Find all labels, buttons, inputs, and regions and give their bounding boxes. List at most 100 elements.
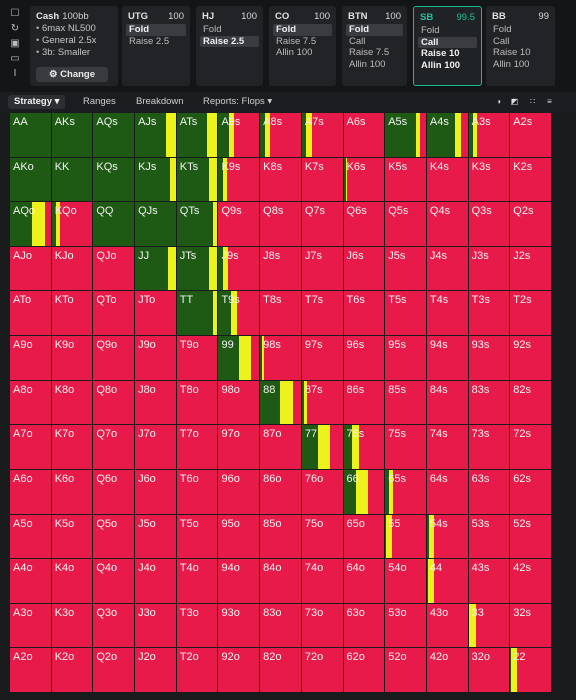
hand-cell[interactable]: 43o	[426, 603, 469, 649]
hand-cell[interactable]: T6s	[343, 291, 386, 337]
hand-cell[interactable]: A2s	[510, 113, 552, 158]
hand-cell[interactable]: QJs	[135, 202, 177, 247]
hand-cell[interactable]: JJ	[135, 246, 177, 292]
hand-cell[interactable]: T8s	[260, 291, 302, 337]
bookmark-icon[interactable]: ☐	[10, 8, 20, 19]
hand-cell[interactable]: 92o	[218, 648, 261, 693]
position-panel-hj[interactable]: HJ 100 Fold Raise 2.5	[196, 6, 263, 86]
hand-cell[interactable]: 87o	[260, 425, 302, 470]
hand-cell[interactable]: 75o	[301, 514, 344, 560]
hand-cell[interactable]: A4o	[10, 559, 52, 604]
hand-cell[interactable]: 22	[510, 648, 552, 693]
hand-cell[interactable]: T3o	[176, 603, 219, 649]
action-option[interactable]: Fold	[421, 25, 440, 36]
hand-cell[interactable]: 98o	[218, 380, 261, 426]
hand-cell[interactable]: 85o	[260, 514, 302, 560]
hand-cell[interactable]: K7s	[301, 157, 344, 203]
action-option[interactable]: Raise 10	[421, 48, 460, 59]
hand-cell[interactable]: T9s	[218, 291, 261, 337]
hand-cell[interactable]: Q8o	[93, 380, 136, 426]
square-split-icon[interactable]: ◩	[510, 97, 519, 106]
hand-cell[interactable]: 62s	[510, 469, 552, 515]
list-icon[interactable]: ≡	[547, 97, 552, 106]
hand-cell[interactable]: 53o	[385, 603, 427, 649]
hand-cell[interactable]: J5s	[385, 246, 427, 292]
hand-cell[interactable]: T4o	[176, 559, 219, 604]
hand-cell[interactable]: AJs	[135, 113, 177, 158]
hand-cell[interactable]: 88	[260, 380, 302, 426]
hand-cell[interactable]: TT	[176, 291, 219, 337]
hand-cell[interactable]: Q3o	[93, 603, 136, 649]
hand-cell[interactable]: A9s	[218, 113, 261, 158]
hand-cell[interactable]: 97o	[218, 425, 261, 470]
hand-cell[interactable]: Q6s	[343, 202, 386, 247]
hand-cell[interactable]: A5o	[10, 514, 52, 560]
hand-cell[interactable]: 33	[468, 603, 511, 649]
hand-cell[interactable]: Q9s	[218, 202, 261, 247]
hand-cell[interactable]: KK	[51, 157, 94, 203]
hand-cell[interactable]: 72o	[301, 648, 344, 693]
hand-cell[interactable]: J8o	[135, 380, 177, 426]
action-option[interactable]: Raise 7.5	[276, 35, 317, 47]
hand-cell[interactable]: 82o	[260, 648, 302, 693]
hand-cell[interactable]: K5s	[385, 157, 427, 203]
action-option[interactable]: Allin 100	[493, 58, 530, 70]
hand-cell[interactable]: K7o	[51, 425, 94, 470]
hand-cell[interactable]: T3s	[468, 291, 511, 337]
hand-cell[interactable]: 63o	[343, 603, 386, 649]
tab-ranges[interactable]: Ranges	[83, 96, 116, 107]
hand-cell[interactable]: 52o	[385, 648, 427, 693]
hand-cell[interactable]: T5o	[176, 514, 219, 560]
hand-cell[interactable]: 73s	[468, 425, 511, 470]
refresh-icon[interactable]: ↻	[10, 23, 20, 34]
hand-cell[interactable]: 83s	[468, 380, 511, 426]
hand-cell[interactable]: AKs	[51, 113, 94, 158]
hand-cell[interactable]: J2o	[135, 648, 177, 693]
action-option[interactable]: Allin 100	[421, 59, 461, 71]
hand-cell[interactable]: QTs	[176, 202, 219, 247]
hand-cell[interactable]: T5s	[385, 291, 427, 337]
monitor-icon[interactable]: ▭	[10, 53, 20, 64]
hand-cell[interactable]: 62o	[343, 648, 386, 693]
hand-cell[interactable]: QJo	[93, 246, 136, 292]
change-button[interactable]: ⚙ Change	[36, 67, 108, 82]
hand-cell[interactable]: 86o	[260, 469, 302, 515]
hand-cell[interactable]: 97s	[301, 336, 344, 381]
hand-cell[interactable]: K9o	[51, 336, 94, 381]
hand-cell[interactable]: 77	[301, 425, 344, 470]
hand-cell[interactable]: 76s	[343, 425, 386, 470]
hand-cell[interactable]: KTs	[176, 157, 219, 203]
hand-cell[interactable]: 32s	[510, 603, 552, 649]
hand-cell[interactable]: A8s	[260, 113, 302, 158]
hand-cell[interactable]: 66	[343, 469, 386, 515]
position-panel-sb[interactable]: SB 99.5 Fold Call Raise 10 Allin 100	[413, 6, 482, 86]
hand-cell[interactable]: KJo	[51, 246, 94, 292]
position-panel-co[interactable]: CO 100 Fold Raise 7.5 Allin 100	[269, 6, 336, 86]
hand-cell[interactable]: 52s	[510, 514, 552, 560]
action-option[interactable]: Raise 10	[493, 47, 531, 58]
hand-cell[interactable]: T4s	[426, 291, 469, 337]
action-option[interactable]: Allin 100	[349, 58, 386, 70]
hand-cell[interactable]: J9o	[135, 336, 177, 381]
hand-cell[interactable]: A6o	[10, 469, 52, 515]
hand-cell[interactable]: AA	[10, 113, 52, 158]
hand-cell[interactable]: 93o	[218, 603, 261, 649]
hand-cell[interactable]: 98s	[260, 336, 302, 381]
hand-cell[interactable]: J4o	[135, 559, 177, 604]
hand-cell[interactable]: 32o	[468, 648, 511, 693]
hand-cell[interactable]: A4s	[426, 113, 469, 158]
hand-cell[interactable]: 86s	[343, 380, 386, 426]
hand-cell[interactable]: Q7s	[301, 202, 344, 247]
hand-cell[interactable]: KQo	[51, 202, 94, 247]
hand-cell[interactable]: Q5s	[385, 202, 427, 247]
action-option[interactable]: Raise 2.5	[200, 35, 259, 47]
action-option[interactable]: Call	[349, 35, 366, 47]
hand-cell[interactable]: T2s	[510, 291, 552, 337]
hand-cell[interactable]: 84o	[260, 559, 302, 604]
hand-cell[interactable]: T7o	[176, 425, 219, 470]
hand-cell[interactable]: A7o	[10, 425, 52, 470]
hand-cell[interactable]: AQo	[10, 202, 52, 247]
hand-cell[interactable]: AKo	[10, 157, 52, 203]
hand-cell[interactable]: A3s	[468, 113, 511, 158]
hand-cell[interactable]: Q7o	[93, 425, 136, 470]
